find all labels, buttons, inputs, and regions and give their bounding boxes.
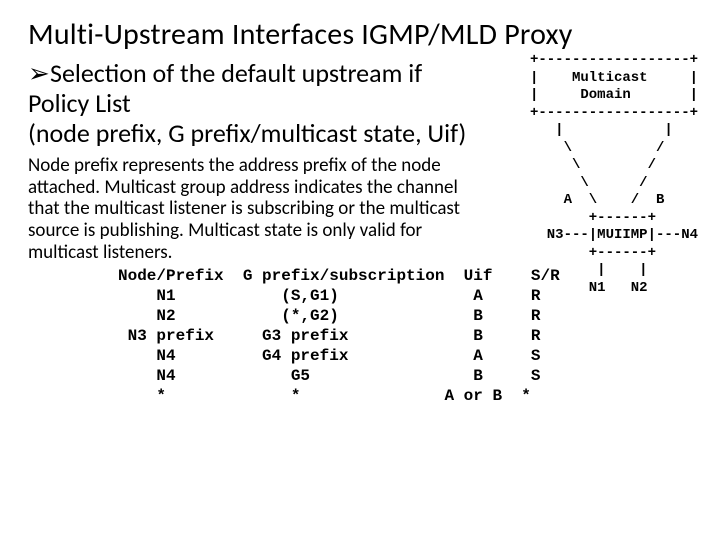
body-text: Node prefix represents the address prefi…: [28, 155, 483, 264]
bullet-text-1: Selection of the default upstream if: [50, 59, 422, 89]
bullet-text-3: (node prefix, G prefix/multicast state, …: [28, 119, 488, 149]
ascii-diagram: +------------------+ | Multicast | | Dom…: [530, 52, 698, 297]
bullet-text-2: Policy List: [28, 89, 488, 119]
slide-title: Multi-Upstream Interfaces IGMP/MLD Proxy: [28, 16, 692, 53]
bullet-marker-icon: ➢: [28, 59, 50, 89]
bullet-line-1: ➢ Selection of the default upstream if: [28, 59, 488, 89]
slide: Multi-Upstream Interfaces IGMP/MLD Proxy…: [0, 0, 720, 540]
bullet-block: ➢ Selection of the default upstream if P…: [28, 59, 488, 149]
